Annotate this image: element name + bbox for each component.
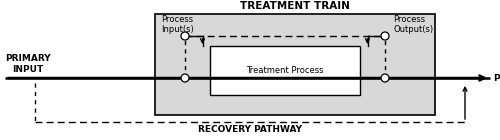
Text: PRIMARY
INPUT: PRIMARY INPUT [5, 54, 51, 74]
Bar [155, 14, 435, 115]
Circle shape [181, 32, 189, 40]
Text: Process
Output(s): Process Output(s) [393, 15, 433, 34]
Text: TREATMENT TRAIN: TREATMENT TRAIN [240, 1, 350, 11]
Bar [210, 46, 360, 95]
Text: Process
Input(s): Process Input(s) [161, 15, 194, 34]
Circle shape [181, 74, 189, 82]
Text: PRODUCT(S): PRODUCT(S) [493, 74, 500, 82]
Text: Treatment Process: Treatment Process [246, 66, 324, 75]
Circle shape [381, 74, 389, 82]
Circle shape [381, 32, 389, 40]
Text: RECOVERY PATHWAY: RECOVERY PATHWAY [198, 125, 302, 134]
